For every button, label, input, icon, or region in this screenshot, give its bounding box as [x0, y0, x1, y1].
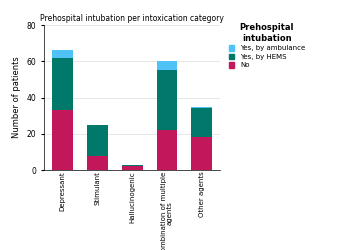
Legend: Yes, by ambulance, Yes, by HEMS, No: Yes, by ambulance, Yes, by HEMS, No [227, 22, 306, 70]
Bar [52, 50, 73, 58]
Bar [157, 70, 178, 130]
Bar [87, 125, 108, 156]
Bar [157, 130, 178, 170]
Y-axis label: Number of patients: Number of patients [12, 57, 21, 138]
Bar [192, 108, 212, 138]
Bar [192, 106, 212, 108]
Title: Prehospital intubation per intoxication category: Prehospital intubation per intoxication … [40, 14, 224, 23]
Bar [157, 61, 178, 70]
Bar [52, 58, 73, 110]
Bar [122, 164, 143, 166]
Bar [192, 138, 212, 170]
Bar [87, 156, 108, 170]
Bar [52, 110, 73, 170]
Bar [122, 166, 143, 170]
